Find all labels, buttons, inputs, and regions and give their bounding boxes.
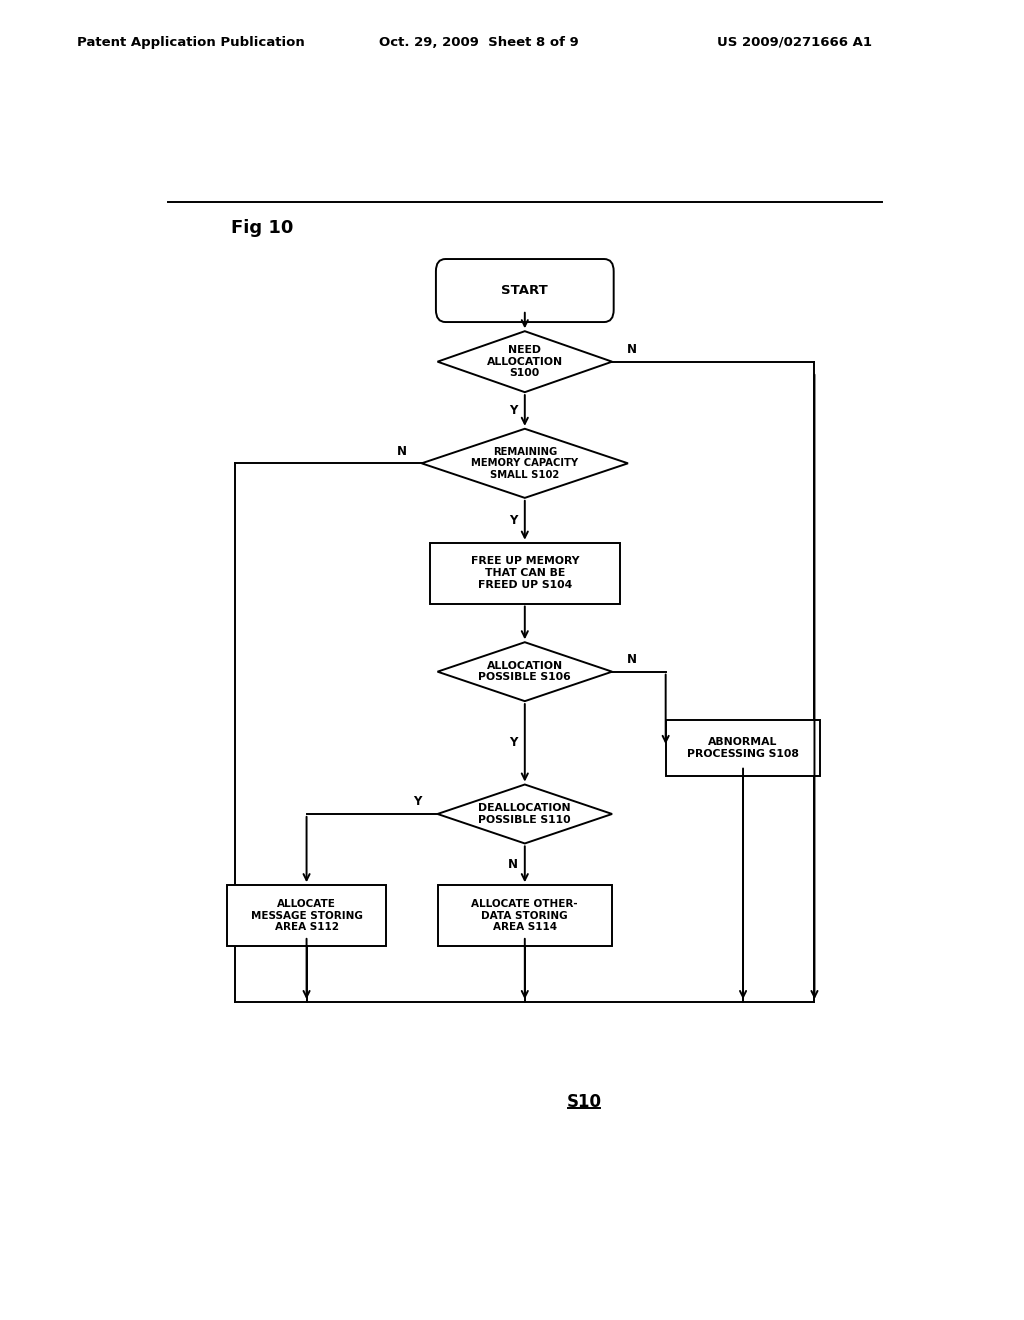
Bar — [437, 886, 612, 946]
Polygon shape — [437, 643, 612, 701]
Polygon shape — [437, 331, 612, 392]
Text: FREE UP MEMORY
THAT CAN BE
FREED UP S104: FREE UP MEMORY THAT CAN BE FREED UP S104 — [471, 557, 579, 590]
Text: Patent Application Publication: Patent Application Publication — [77, 36, 304, 49]
Text: US 2009/0271666 A1: US 2009/0271666 A1 — [717, 36, 871, 49]
Bar — [666, 719, 820, 776]
Text: N: N — [627, 653, 637, 667]
Text: Y: Y — [509, 513, 517, 527]
Text: N: N — [508, 858, 518, 871]
FancyBboxPatch shape — [436, 259, 613, 322]
Text: ALLOCATION
POSSIBLE S106: ALLOCATION POSSIBLE S106 — [478, 661, 571, 682]
Text: ALLOCATE OTHER-
DATA STORING
AREA S114: ALLOCATE OTHER- DATA STORING AREA S114 — [471, 899, 579, 932]
Text: ABNORMAL
PROCESSING S108: ABNORMAL PROCESSING S108 — [687, 737, 799, 759]
Text: Y: Y — [414, 795, 422, 808]
Text: DEALLOCATION
POSSIBLE S110: DEALLOCATION POSSIBLE S110 — [478, 803, 571, 825]
Text: NEED
ALLOCATION
S100: NEED ALLOCATION S100 — [486, 345, 563, 379]
Text: START: START — [502, 284, 548, 297]
Text: REMAINING
MEMORY CAPACITY
SMALL S102: REMAINING MEMORY CAPACITY SMALL S102 — [471, 446, 579, 480]
Text: ALLOCATE
MESSAGE STORING
AREA S112: ALLOCATE MESSAGE STORING AREA S112 — [251, 899, 362, 932]
Polygon shape — [422, 429, 628, 498]
Text: Oct. 29, 2009  Sheet 8 of 9: Oct. 29, 2009 Sheet 8 of 9 — [379, 36, 579, 49]
Polygon shape — [437, 784, 612, 843]
Text: N: N — [627, 343, 637, 356]
Text: Y: Y — [509, 737, 517, 750]
Text: Y: Y — [509, 404, 517, 417]
Text: S10: S10 — [567, 1093, 602, 1110]
Text: N: N — [396, 445, 407, 458]
Bar — [227, 886, 386, 946]
Bar — [430, 543, 621, 603]
Text: Fig 10: Fig 10 — [231, 219, 294, 238]
